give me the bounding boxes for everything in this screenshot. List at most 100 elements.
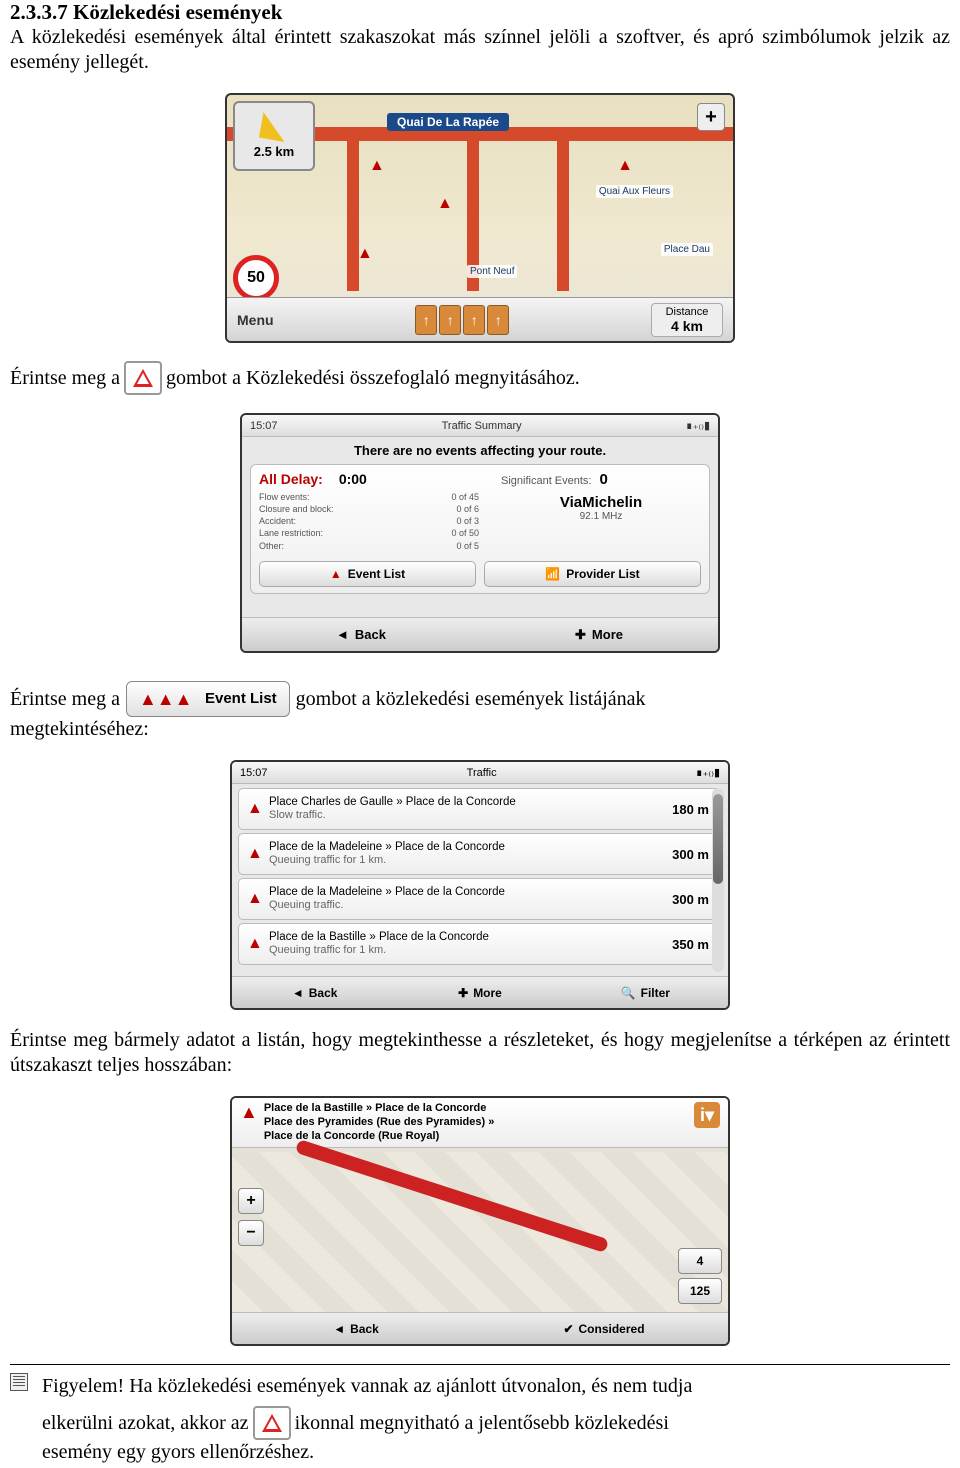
label-bridge: Pont Neuf <box>467 265 517 278</box>
traffic-icon-button[interactable] <box>124 361 162 395</box>
more-button[interactable]: ✚More <box>480 617 718 651</box>
distance-label: Distance <box>654 306 720 318</box>
lane-icon: ↑ <box>463 305 485 335</box>
map-bottombar: Menu ↑ ↑ ↑ ↑ Distance 4 km <box>227 297 733 341</box>
distance-value: 4 km <box>654 318 720 334</box>
warning-triangle-icon <box>262 1414 282 1432</box>
instruction-line-1: Érintse meg a gombot a Közlekedési össze… <box>10 361 950 395</box>
traffic-list-screenshot: 15:07 Traffic ∎₊₍₎▮ ▲ Place Charles de G… <box>230 760 730 1010</box>
detail-map-area[interactable] <box>232 1152 728 1312</box>
text: Érintse meg a <box>10 687 120 712</box>
distance-box[interactable]: Distance 4 km <box>651 303 723 337</box>
section-number: 2.3.3.7 <box>10 0 68 24</box>
label: Back <box>309 986 338 1000</box>
traffic-warn-icon: ▲ <box>437 195 453 213</box>
line: Place de la Concorde (Rue Royal) <box>264 1130 694 1144</box>
list-item[interactable]: ▲ Place de la Madeleine » Place de la Co… <box>238 833 722 875</box>
distance: 300 m <box>672 892 713 907</box>
row-val: 0 of 45 <box>451 491 479 503</box>
list-item[interactable]: ▲ Place Charles de Gaulle » Place de la … <box>238 788 722 830</box>
next-turn-box[interactable]: 2.5 km <box>233 101 315 171</box>
section-heading: 2.3.3.7 Közlekedési események <box>10 0 950 25</box>
summary-pane: All Delay: 0:00 Flow events:0 of 45 Clos… <box>250 464 710 594</box>
distance: 350 m <box>672 937 713 952</box>
summary-headline: There are no events affecting your route… <box>242 437 718 464</box>
zoom-out-button[interactable]: − <box>238 1220 264 1246</box>
row-val: 0 of 3 <box>456 515 479 527</box>
screen-title: Traffic <box>467 767 497 779</box>
row: Closure and block:0 of 6 <box>259 503 479 515</box>
detail-bottombar: ◄Back ✔Considered <box>232 1312 728 1344</box>
instruction-line-3: Érintse meg bármely adatot a listán, hog… <box>10 1028 950 1078</box>
menu-button[interactable]: Menu <box>237 312 274 328</box>
row: Other:0 of 5 <box>259 540 479 552</box>
back-button[interactable]: ◄Back <box>242 617 480 651</box>
back-button[interactable]: ◄Back <box>232 1312 480 1344</box>
label: Back <box>350 1322 379 1336</box>
text: ikonnal megnyitható a jelentősebb közlek… <box>295 1410 669 1437</box>
line: Place des Pyramides (Rue des Pyramides) … <box>264 1116 694 1130</box>
warning-triangle-icon: ▲ <box>330 567 342 581</box>
label: Provider List <box>566 567 639 581</box>
provider-name: ViaMichelin <box>501 494 701 511</box>
intro-paragraph: A közlekedési események által érintett s… <box>10 25 950 75</box>
speed-limit-sign: 50 <box>233 255 279 301</box>
turn-arrow-icon <box>259 111 289 141</box>
note-line-2: elkerülni azokat, akkor az ikonnal megny… <box>10 1406 950 1440</box>
back-arrow-icon: ◄ <box>336 627 349 642</box>
list-item-text: Place de la Madeleine » Place de la Conc… <box>269 886 672 912</box>
info-button[interactable]: i▾ <box>694 1102 720 1128</box>
list-item-text: Place Charles de Gaulle » Place de la Co… <box>269 796 672 822</box>
figure-traffic-list: 15:07 Traffic ∎₊₍₎▮ ▲ Place Charles de G… <box>10 760 950 1010</box>
note-block: Figyelem! Ha közlekedési események vanna… <box>10 1373 950 1400</box>
check-icon: ✔ <box>563 1322 573 1336</box>
text: elkerülni azokat, akkor az <box>42 1410 249 1437</box>
route: Place de la Madeleine » Place de la Conc… <box>269 886 672 899</box>
row-val: 0 of 50 <box>451 527 479 539</box>
scrollbar[interactable] <box>712 788 724 972</box>
instruction-line-2b: megtekintéséhez: <box>10 717 950 742</box>
text: gombot a közlekedési események listájána… <box>296 687 646 712</box>
route: Place de la Bastille » Place de la Conco… <box>269 931 672 944</box>
info-box-1[interactable]: 4 <box>678 1248 722 1274</box>
zoom-in-button[interactable]: + <box>238 1188 264 1214</box>
highlighted-route <box>299 1143 606 1249</box>
more-button[interactable]: ✚More <box>397 976 562 1008</box>
traffic-warn-icon: ▲ <box>357 245 373 263</box>
figure-detail-map: ▲ Place de la Bastille » Place de la Con… <box>10 1096 950 1346</box>
lane-icon: ↑ <box>415 305 437 335</box>
considered-button[interactable]: ✔Considered <box>480 1312 728 1344</box>
warning-triangle-icon: ▲ <box>240 1102 258 1123</box>
divider <box>10 1364 950 1365</box>
scrollbar-thumb[interactable] <box>713 794 723 884</box>
provider-list-button[interactable]: 📶Provider List <box>484 561 701 587</box>
filter-button[interactable]: 🔍Filter <box>563 976 728 1008</box>
row-key: Other: <box>259 540 284 552</box>
sig-label: Significant Events: <box>501 475 592 487</box>
back-button[interactable]: ◄Back <box>232 976 397 1008</box>
list-item[interactable]: ▲ Place de la Madeleine » Place de la Co… <box>238 878 722 920</box>
warning-triangle-icon <box>133 369 153 387</box>
event-list-button[interactable]: ▲ Event List <box>259 561 476 587</box>
row: Accident: 0 of 3 <box>259 515 479 527</box>
event-list-button-inline[interactable]: ▲▲▲ Event List <box>126 681 290 717</box>
desc: Queuing traffic for 1 km. <box>269 854 672 867</box>
zoom-plus-button[interactable]: + <box>697 103 725 131</box>
row-key: Accident: <box>259 515 296 527</box>
screen-title: Traffic Summary <box>442 420 522 432</box>
signal-icon: ∎₊₍₎▮ <box>686 419 710 432</box>
detail-title: Place de la Bastille » Place de la Conco… <box>264 1102 694 1143</box>
label: Event List <box>348 567 405 581</box>
info-box-2[interactable]: 125 <box>678 1278 722 1304</box>
zoom-controls: + − <box>238 1188 264 1246</box>
clock: 15:07 <box>250 420 278 432</box>
traffic-icon-button[interactable] <box>253 1406 291 1440</box>
section-title-text: Közlekedési események <box>73 0 282 24</box>
desc: Queuing traffic. <box>269 899 672 912</box>
label-place: Place Dau <box>661 243 713 256</box>
warning-triangle-icon: ▲ <box>247 845 269 863</box>
warning-triangle-icon: ▲ <box>247 890 269 908</box>
row-key: Flow events: <box>259 491 310 503</box>
plus-icon: ✚ <box>575 627 586 643</box>
list-item[interactable]: ▲ Place de la Bastille » Place de la Con… <box>238 923 722 965</box>
